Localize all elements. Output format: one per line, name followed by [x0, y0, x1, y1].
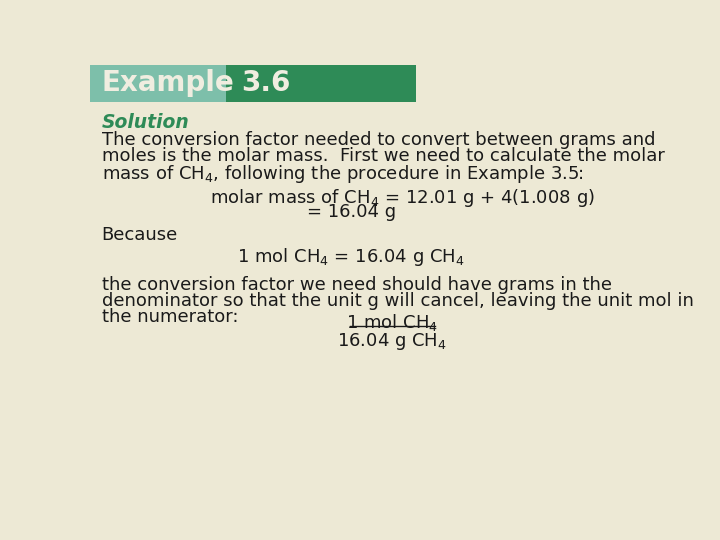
- Text: 3.6: 3.6: [241, 69, 290, 97]
- Text: denominator so that the unit g will cancel, leaving the unit mol in: denominator so that the unit g will canc…: [102, 292, 693, 310]
- FancyBboxPatch shape: [225, 65, 415, 102]
- Text: Because: Because: [102, 226, 178, 244]
- Text: the conversion factor we need should have grams in the: the conversion factor we need should hav…: [102, 276, 611, 294]
- Text: 1 mol CH$_4$ = 16.04 g CH$_4$: 1 mol CH$_4$ = 16.04 g CH$_4$: [238, 246, 465, 268]
- Text: Solution: Solution: [102, 112, 189, 132]
- Text: mass of CH$_4$, following the procedure in Example 3.5:: mass of CH$_4$, following the procedure …: [102, 164, 583, 185]
- Text: moles is the molar mass.  First we need to calculate the molar: moles is the molar mass. First we need t…: [102, 147, 665, 165]
- Text: 1 mol CH$_4$: 1 mol CH$_4$: [346, 312, 438, 333]
- Text: The conversion factor needed to convert between grams and: The conversion factor needed to convert …: [102, 131, 655, 149]
- Text: 16.04 g CH$_4$: 16.04 g CH$_4$: [337, 331, 447, 352]
- Text: molar mass of CH$_4$ = 12.01 g + 4(1.008 g): molar mass of CH$_4$ = 12.01 g + 4(1.008…: [210, 187, 595, 209]
- Text: the numerator:: the numerator:: [102, 308, 238, 326]
- Text: = 16.04 g: = 16.04 g: [307, 204, 396, 221]
- FancyBboxPatch shape: [90, 65, 225, 102]
- Text: Example: Example: [102, 69, 235, 97]
